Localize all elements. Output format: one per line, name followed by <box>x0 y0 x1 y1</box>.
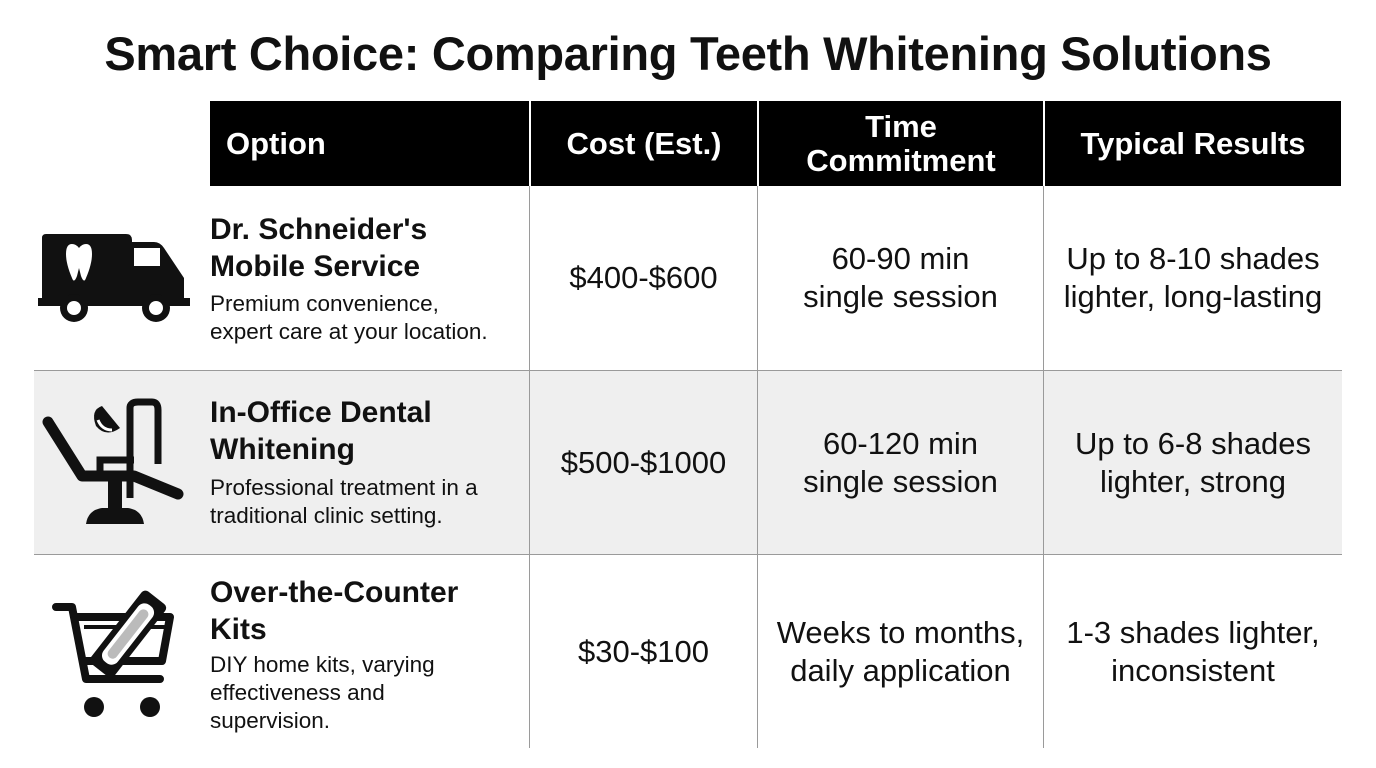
cost-cell: $500-$1000 <box>560 444 727 480</box>
row-divider <box>34 370 1342 371</box>
time-cell: Weeks to months, daily application <box>776 614 1025 688</box>
results-cell: Up to 8-10 shades lighter, long-lasting <box>1063 241 1323 314</box>
option-name: Dr. Schneider's Mobile Service <box>210 213 428 283</box>
header-divider <box>529 101 531 186</box>
column-divider <box>529 186 530 748</box>
results-cell: Up to 6-8 shades lighter, strong <box>1074 425 1312 499</box>
header-cost: Cost (Est.) <box>566 125 722 161</box>
header-option: Option <box>226 125 326 161</box>
cost-cell: $30-$100 <box>577 633 709 669</box>
header-results: Typical Results <box>1080 125 1306 161</box>
header-divider <box>757 101 759 186</box>
table-header: Option Cost (Est.) Time Commitment Typic… <box>210 101 1341 186</box>
header-divider <box>1043 101 1045 186</box>
row-divider <box>34 554 1342 555</box>
shopping-cart-kit-icon <box>52 590 174 717</box>
cost-cell: $400-$600 <box>569 260 718 295</box>
option-name: In-Office Dental Whitening <box>210 396 432 466</box>
option-description: DIY home kits, varying effectiveness and… <box>210 652 435 733</box>
time-cell: 60-120 min single session <box>803 425 998 499</box>
column-divider <box>1043 186 1044 748</box>
mobile-van-tooth-icon <box>38 234 190 322</box>
dental-chair-icon <box>42 398 184 524</box>
header-time: Time Commitment <box>806 108 996 178</box>
time-cell: 60-90 min single session <box>803 241 998 314</box>
page-title: Smart Choice: Comparing Teeth Whitening … <box>104 27 1272 80</box>
results-cell: 1-3 shades lighter, inconsistent <box>1066 614 1320 688</box>
table-row-background <box>34 371 1342 554</box>
column-divider <box>757 186 758 748</box>
option-description: Premium convenience, expert care at your… <box>210 291 488 344</box>
option-name: Over-the-Counter Kits <box>210 576 459 646</box>
option-description: Professional treatment in a traditional … <box>210 475 478 528</box>
